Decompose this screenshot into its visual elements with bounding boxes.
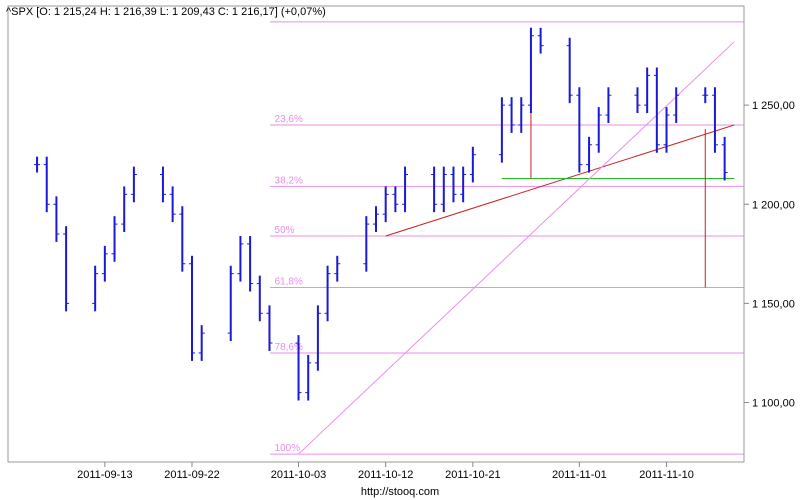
y-tick-label: 1 150,00: [752, 298, 795, 310]
y-tick-label: 1 250,00: [752, 100, 795, 112]
annotation-lines: [298, 29, 735, 455]
x-tick-label: 2011-11-01: [552, 469, 607, 481]
y-tick-label: 1 200,00: [752, 199, 795, 211]
diagonal-line: [298, 41, 735, 455]
fib-level-label: 61,8%: [275, 277, 303, 288]
source-link[interactable]: http://stooq.com: [361, 486, 439, 498]
y-axis-ticks: 1 100,00 1 150,00 1 200,00 1 250,00: [744, 100, 795, 410]
plot-frame: [7, 5, 745, 463]
x-tick-label: 2011-10-03: [271, 469, 326, 481]
chart-header: ^SPX [O: 1 215,24 H: 1 216,39 L: 1 209,4…: [6, 6, 326, 18]
x-axis-ticks: 2011-09-13 2011-09-22 2011-10-03 2011-10-12…: [77, 462, 694, 481]
x-tick-label: 2011-10-12: [358, 469, 413, 481]
x-tick-label: 2011-11-10: [639, 469, 694, 481]
fibonacci-levels: 23,6% 38,2% 50% 61,8% 78,6% 100%: [270, 21, 744, 455]
fib-level-label: 78,6%: [275, 342, 303, 353]
fib-level-label: 50%: [275, 225, 295, 236]
fib-level-label: 23,6%: [275, 114, 303, 125]
x-tick-label: 2011-10-21: [445, 469, 500, 481]
trendline-line: [385, 124, 735, 237]
fib-level-label: 100%: [275, 443, 301, 454]
x-tick-label: 2011-09-13: [77, 469, 132, 481]
x-tick-label: 2011-09-22: [164, 469, 219, 481]
fib-level-label: 38,2%: [275, 175, 303, 186]
y-tick-label: 1 100,00: [752, 398, 795, 410]
price-bars: [34, 27, 728, 401]
